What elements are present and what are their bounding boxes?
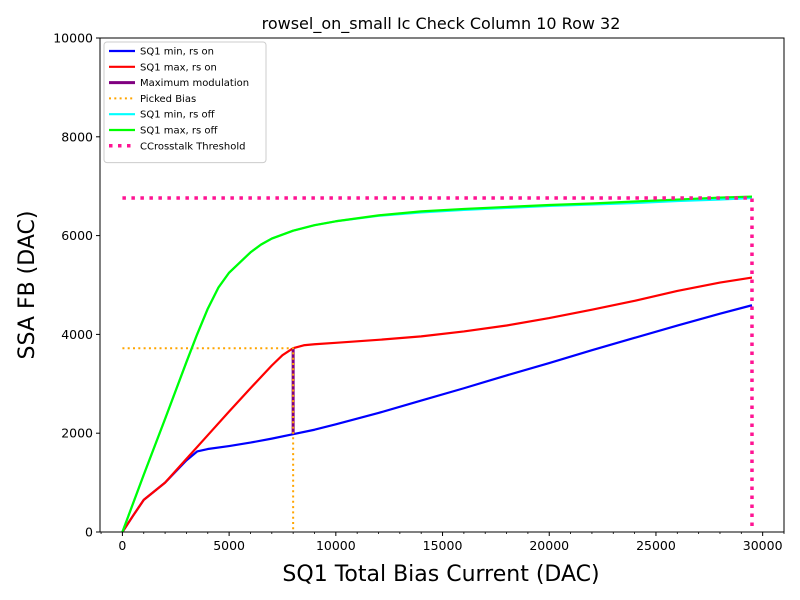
y-tick-label: 10000 <box>53 31 93 46</box>
y-tick-label: 4000 <box>61 327 93 342</box>
legend-label: Maximum modulation <box>140 78 249 89</box>
axis-layer: 0 5000 10000 15000 20000 25000 30000 0 2000 4000 6… <box>53 31 785 553</box>
x-tick-label: 5000 <box>213 538 245 553</box>
legend-label: CCrosstalk Threshold <box>140 141 245 152</box>
series-line-3 <box>122 347 295 532</box>
x-tick-label: 30000 <box>743 538 783 553</box>
x-tick-label: 20000 <box>529 538 569 553</box>
series-line-4 <box>121 196 753 533</box>
plot-frame <box>99 37 785 533</box>
legend-label: SQ1 min, rs on <box>140 47 214 58</box>
legend-label: SQ1 max, rs on <box>140 62 217 73</box>
legend-label: SQ1 min, rs off <box>140 110 216 121</box>
y-axis-title: SSA FB (DAC) <box>15 211 40 360</box>
series-line-6 <box>122 196 754 532</box>
y-tick-label: 8000 <box>61 129 93 144</box>
x-tick-label: 25000 <box>636 538 676 553</box>
x-tick-label: 0 <box>118 538 126 553</box>
legend-label: SQ1 max, rs off <box>140 126 219 137</box>
x-tick-label: 10000 <box>316 538 356 553</box>
legend-label: Picked Bias <box>140 94 196 105</box>
series-line-5 <box>121 195 753 533</box>
legend-box <box>103 41 267 164</box>
series-line-1 <box>121 276 753 533</box>
y-tick-label: 0 <box>85 525 93 540</box>
legend: SQ1 min, rs on SQ1 max, rs on Maximum modu… <box>103 41 267 164</box>
series-layer <box>121 195 754 533</box>
y-tick-label: 2000 <box>61 426 93 441</box>
y-tick-label: 6000 <box>61 228 93 243</box>
x-tick-label: 15000 <box>423 538 463 553</box>
x-axis-title: SQ1 Total Bias Current (DAC) <box>282 562 599 587</box>
series-line-0 <box>121 304 753 533</box>
chart-title: rowsel_on_small Ic Check Column 10 Row 3… <box>262 14 621 34</box>
